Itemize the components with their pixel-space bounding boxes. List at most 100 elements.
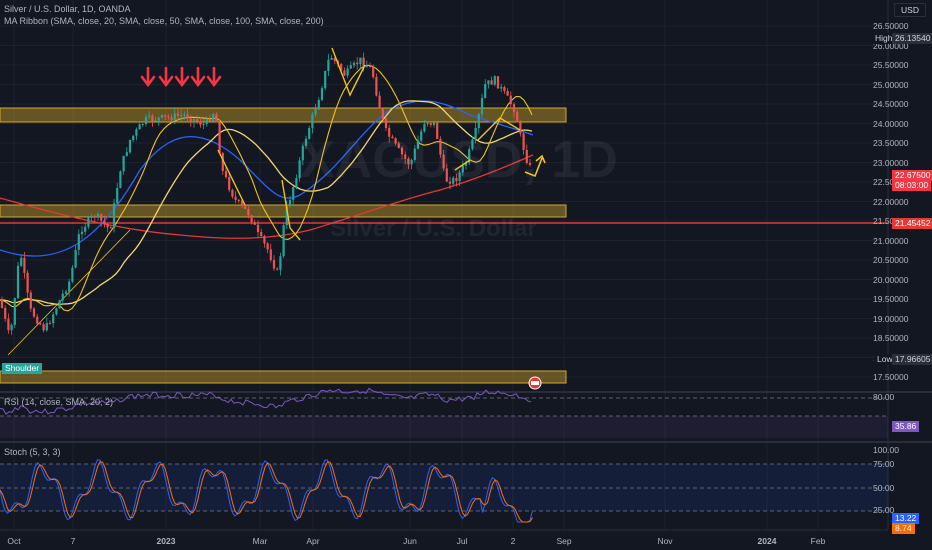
candle: [263, 236, 266, 244]
candle: [26, 272, 29, 293]
candle: [404, 154, 407, 159]
candle: [464, 162, 468, 166]
candle: [500, 87, 503, 89]
candle: [224, 170, 228, 178]
stoch-legend[interactable]: Stoch (5, 3, 3): [4, 447, 61, 457]
red-down-arrows: [140, 66, 222, 88]
price-tick: 19.00000: [873, 313, 909, 324]
candle: [528, 163, 532, 165]
candle: [522, 133, 525, 150]
candle: [298, 160, 301, 179]
candle: [340, 64, 343, 71]
candle: [416, 140, 420, 149]
candle: [304, 138, 308, 146]
price-tick: 21.00000: [873, 235, 909, 246]
candle: [186, 114, 189, 119]
candle: [368, 66, 372, 68]
candle: [96, 214, 100, 218]
candle: [231, 189, 234, 197]
price-tick: 25.50000: [873, 60, 909, 70]
ma-ribbon-legend[interactable]: MA Ribbon (SMA, close, 20, SMA, close, 5…: [4, 16, 324, 26]
price-tick: 18.50000: [873, 333, 909, 343]
candle: [71, 267, 74, 282]
last-price-tag: 22.67500: [892, 170, 932, 181]
candle: [36, 316, 39, 324]
candle: [372, 66, 375, 78]
time-tick: Sep: [556, 536, 572, 546]
candle: [279, 256, 282, 270]
candle: [103, 220, 106, 225]
candle: [180, 115, 183, 117]
price-tick: 23.00000: [873, 157, 909, 168]
shoulder-label[interactable]: Shoulder: [2, 363, 43, 374]
shoulder-zone[interactable]: [0, 370, 567, 384]
resistance-zone[interactable]: [0, 107, 567, 123]
candle: [458, 172, 461, 182]
candle: [410, 159, 413, 165]
candle: [196, 119, 199, 122]
candle: [237, 199, 240, 201]
symbol-legend[interactable]: Silver / U.S. Dollar, 1D, OANDA: [4, 4, 131, 14]
candle: [260, 232, 263, 237]
rsi-line: [0, 387, 532, 415]
candle: [429, 123, 432, 125]
candle: [461, 165, 464, 173]
candle: [208, 118, 212, 122]
candle: [10, 324, 13, 331]
candle: [285, 205, 288, 226]
redline-price-tag: 21.45452: [892, 218, 932, 229]
currency-button[interactable]: USD: [894, 3, 926, 17]
candle: [39, 323, 42, 325]
candle: [116, 188, 119, 204]
candle: [308, 127, 311, 139]
candle: [154, 120, 157, 122]
candle: [439, 138, 442, 155]
candle: [7, 318, 10, 331]
candle: [292, 186, 295, 200]
candle: [314, 109, 317, 115]
candle: [388, 127, 391, 137]
stoch-d-tag: 8.74: [892, 523, 915, 534]
candle: [317, 99, 320, 110]
candle: [112, 203, 116, 229]
candle: [381, 108, 384, 119]
candle: [301, 145, 304, 161]
candle: [16, 265, 20, 299]
rsi-legend[interactable]: RSI (14, close, SMA, 20, 2): [4, 397, 114, 407]
candle: [13, 298, 16, 325]
stoch-tick: 50.00: [873, 483, 895, 493]
candle: [423, 124, 426, 132]
candle: [378, 95, 381, 109]
candle: [119, 171, 122, 189]
event-flag-icon[interactable]: [528, 376, 542, 390]
candle: [212, 114, 215, 122]
candle: [240, 200, 244, 206]
candlestick-series[interactable]: [0, 52, 532, 335]
price-tick: 17.50000: [873, 372, 909, 382]
candle: [397, 143, 400, 148]
countdown-tag: 08:03:00: [892, 180, 932, 191]
projection-arrow[interactable]: [524, 154, 546, 178]
candle: [384, 118, 388, 128]
candle: [493, 76, 496, 85]
time-tick: Jul: [456, 536, 468, 546]
low-label-tag: Low: [874, 354, 895, 365]
candle: [448, 181, 452, 184]
stoch-tick: 100.00: [873, 445, 899, 455]
price-tick: 25.00000: [873, 79, 909, 90]
candle: [80, 231, 84, 235]
stoch-d-line: [0, 461, 533, 523]
candle: [29, 292, 32, 309]
candle: [74, 249, 77, 268]
candle: [167, 116, 170, 118]
down-arrow-icon: [158, 66, 174, 88]
candle: [176, 113, 180, 117]
candle: [42, 324, 45, 331]
candle: [109, 227, 112, 229]
pattern-arrow-2: [281, 179, 301, 241]
support-zone[interactable]: [0, 204, 567, 218]
candle: [432, 122, 436, 125]
stoch-k-tag: 13.22: [892, 513, 920, 524]
time-tick: 2: [510, 536, 516, 546]
